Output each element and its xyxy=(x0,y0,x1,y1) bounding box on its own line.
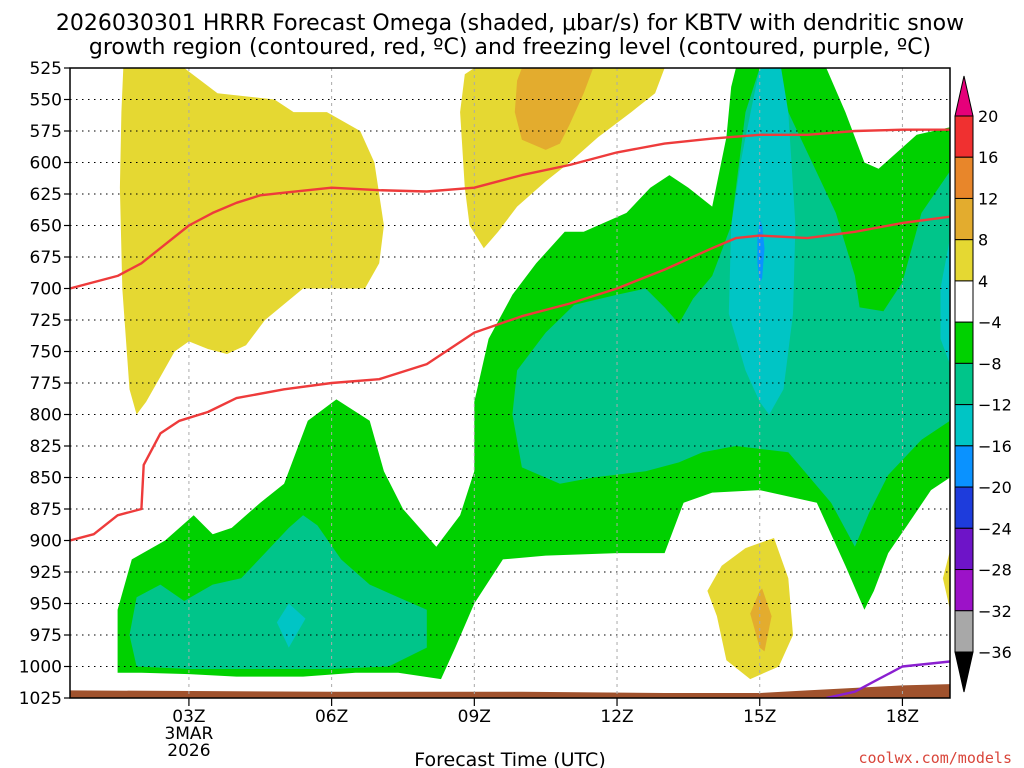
colorbar-label: 4 xyxy=(978,272,988,291)
y-tick-label: 775 xyxy=(30,374,62,394)
colorbar-box xyxy=(954,610,974,653)
x-axis-label: Forecast Time (UTC) xyxy=(414,749,605,768)
negative-omega-small-core xyxy=(276,603,306,648)
positive-omega-right-edge xyxy=(942,550,950,610)
credit-text: coolwx.com/models xyxy=(858,749,1012,767)
colorbar-label: 16 xyxy=(978,148,998,167)
y-tick-label: 600 xyxy=(30,154,62,174)
colorbar-box xyxy=(954,197,974,241)
y-tick-label: 1000 xyxy=(19,658,62,678)
gridlines xyxy=(70,68,950,698)
colorbar: 20 16 12 8 4 −4 −8 −12 −16 −20 −24 −28 −32 −36 xyxy=(954,75,1012,693)
colorbar-label: 20 xyxy=(978,107,998,126)
colorbar-label: −4 xyxy=(978,313,1002,332)
freezing-level-contour xyxy=(826,660,950,698)
y-tick-label: 700 xyxy=(30,280,62,300)
x-tick-label: 18Z xyxy=(886,707,919,727)
terrain-surface xyxy=(70,684,950,698)
colorbar-label: −16 xyxy=(978,437,1012,456)
colorbar-label: −12 xyxy=(978,396,1012,415)
colorbar-box xyxy=(954,280,974,323)
colorbar-box xyxy=(954,445,974,488)
x-date-label: 2026 xyxy=(167,741,210,761)
colorbar-label: −32 xyxy=(978,602,1012,621)
colorbar-label: −28 xyxy=(978,561,1012,580)
colorbar-top-arrow xyxy=(954,75,974,117)
colorbar-box xyxy=(954,486,974,529)
y-tick-label: 1025 xyxy=(19,689,62,709)
y-tick-label: 550 xyxy=(30,91,62,111)
colorbar-box xyxy=(954,569,974,612)
y-tick-label: 975 xyxy=(30,626,62,646)
y-tick-label: 950 xyxy=(30,595,62,615)
colorbar-label: −8 xyxy=(978,354,1002,373)
colorbar-box xyxy=(954,156,974,199)
colorbar-box xyxy=(954,115,974,158)
y-tick-label: 675 xyxy=(30,248,62,268)
colorbar-box xyxy=(954,404,974,447)
colorbar-bottom-arrow xyxy=(954,651,974,693)
x-tick-label: 03Z xyxy=(172,707,205,727)
y-tick-label: 850 xyxy=(30,469,62,489)
omega-fill-layer xyxy=(117,68,950,680)
positive-omega-left xyxy=(119,68,384,415)
x-tick-label: 06Z xyxy=(315,707,348,727)
colorbar-label: 8 xyxy=(978,231,988,250)
colorbar-box xyxy=(954,362,974,406)
x-tick-label: 09Z xyxy=(458,707,491,727)
negative-omega-right-core xyxy=(940,238,950,365)
x-tick-label: 15Z xyxy=(743,707,776,727)
contour-layer xyxy=(70,128,950,698)
colorbar-label: −20 xyxy=(978,478,1012,497)
y-tick-label: 900 xyxy=(30,532,62,552)
terrain-layer xyxy=(70,684,950,698)
positive-omega-top-core xyxy=(514,68,594,150)
y-tick-label: 875 xyxy=(30,500,62,520)
y-tick-label: 575 xyxy=(30,122,62,142)
y-tick-label: 825 xyxy=(30,437,62,457)
colorbar-label: −36 xyxy=(978,643,1012,662)
x-tick-label: 12Z xyxy=(600,707,633,727)
y-axis: 525 550 575 600 625 650 675 700 725 750 775 800 825 8… xyxy=(19,59,70,709)
colorbar-box xyxy=(954,239,974,282)
colorbar-label: 12 xyxy=(978,189,998,208)
y-tick-label: 625 xyxy=(30,185,62,205)
x-date-label: 3MAR xyxy=(164,724,213,744)
dgz-lower-contour xyxy=(70,215,950,542)
colorbar-box xyxy=(954,321,974,364)
y-tick-label: 750 xyxy=(30,343,62,363)
chart-title-line2: growth region (contoured, red, ºC) and f… xyxy=(89,35,931,60)
y-tick-label: 725 xyxy=(30,311,62,331)
y-tick-label: 650 xyxy=(30,217,62,237)
y-tick-label: 525 xyxy=(30,59,62,79)
colorbar-label: −24 xyxy=(978,519,1012,538)
colorbar-box xyxy=(954,527,974,571)
chart-title-line1: 2026030301 HRRR Forecast Omega (shaded, … xyxy=(56,11,964,36)
positive-omega-lower-core xyxy=(750,588,772,652)
positive-omega-lower xyxy=(707,538,793,680)
dgz-upper-contour xyxy=(70,128,950,290)
y-tick-label: 925 xyxy=(30,563,62,583)
y-tick-label: 800 xyxy=(30,406,62,426)
positive-omega-top xyxy=(460,68,665,249)
negative-omega-low-core xyxy=(129,515,427,669)
